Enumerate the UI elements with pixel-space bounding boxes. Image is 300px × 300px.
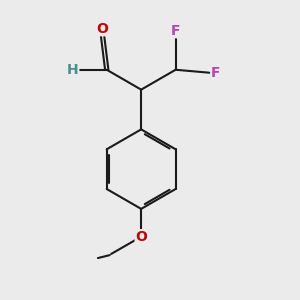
Text: F: F (211, 66, 220, 80)
Text: F: F (171, 24, 180, 38)
Text: O: O (96, 22, 108, 36)
Text: O: O (135, 230, 147, 244)
Text: H: H (67, 63, 79, 77)
